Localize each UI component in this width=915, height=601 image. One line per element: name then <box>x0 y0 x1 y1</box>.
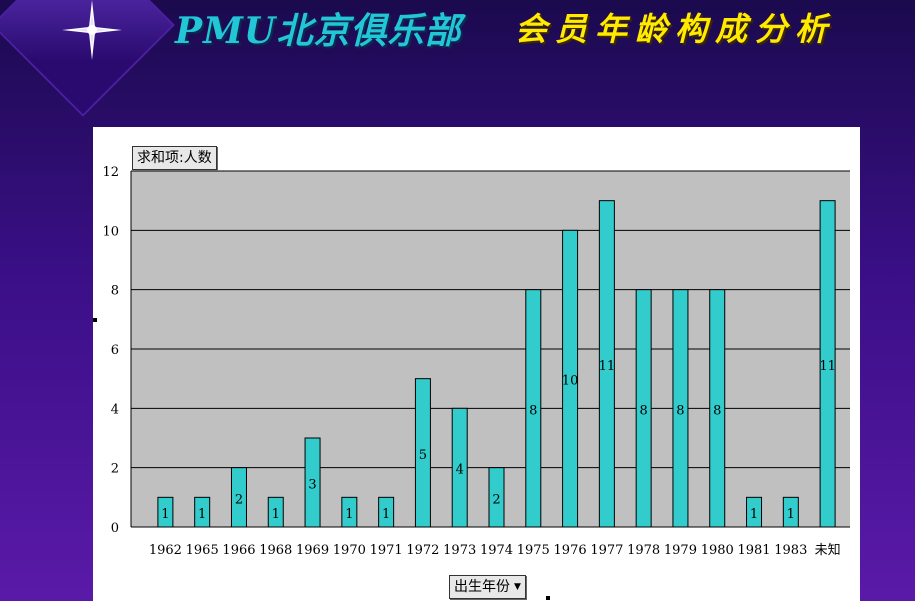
x-tick-label: 1965 <box>186 543 219 558</box>
bar <box>267 496 284 528</box>
x-tick-label: 1974 <box>480 543 513 558</box>
x-tick-label: 1969 <box>296 543 329 558</box>
data-label: 1 <box>345 507 353 522</box>
page-title-club: PMU北京俱乐部 <box>175 10 462 52</box>
data-label: 1 <box>787 507 795 522</box>
data-label: 5 <box>419 448 427 463</box>
bar <box>525 289 542 528</box>
y-tick-label: 6 <box>111 343 119 358</box>
x-tick-label: 1976 <box>554 543 587 558</box>
data-label: 3 <box>308 478 316 493</box>
bar <box>488 467 505 528</box>
category-field-dropdown[interactable]: 出生年份 ▼ <box>449 575 526 599</box>
x-tick-label: 1971 <box>370 543 403 558</box>
bar <box>598 200 615 528</box>
bar <box>562 229 579 528</box>
x-tick-label: 1968 <box>259 543 292 558</box>
data-label: 1 <box>272 507 280 522</box>
bar <box>819 200 836 528</box>
bar <box>230 467 247 528</box>
bar <box>635 289 652 528</box>
data-label: 1 <box>750 507 758 522</box>
data-label: 1 <box>382 507 390 522</box>
data-label: 8 <box>529 403 537 418</box>
y-tick-label: 8 <box>111 284 119 299</box>
x-tick-label: 1979 <box>664 543 697 558</box>
data-label: 11 <box>819 359 836 374</box>
data-label: 1 <box>161 507 169 522</box>
data-label: 10 <box>562 374 579 389</box>
data-label: 8 <box>640 403 648 418</box>
data-label: 2 <box>492 492 500 507</box>
dropdown-arrow-icon: ▼ <box>514 582 521 592</box>
y-tick-label: 0 <box>111 521 119 536</box>
y-tick-label: 4 <box>111 402 119 417</box>
data-label: 2 <box>235 492 243 507</box>
x-tick-label: 1978 <box>627 543 660 558</box>
y-tick-label: 12 <box>102 165 119 180</box>
bar <box>157 496 174 528</box>
data-label: 11 <box>599 359 616 374</box>
bar <box>414 378 431 528</box>
x-tick-label: 1981 <box>737 543 770 558</box>
bar <box>304 437 321 528</box>
data-label: 4 <box>456 463 464 478</box>
selection-handle <box>93 318 97 322</box>
bar <box>378 496 395 528</box>
bar <box>194 496 211 528</box>
bar <box>709 289 726 528</box>
x-tick-label: 1975 <box>517 543 550 558</box>
selection-handle <box>546 596 550 600</box>
x-tick-label: 1966 <box>222 543 255 558</box>
bar <box>341 496 358 528</box>
x-tick-label: 1970 <box>333 543 366 558</box>
x-tick-label: 1973 <box>443 543 476 558</box>
data-field-button[interactable]: 求和项:人数 <box>132 146 217 170</box>
bar <box>451 407 468 528</box>
x-tick-label: 1972 <box>406 543 439 558</box>
bar <box>746 496 763 528</box>
category-field-label: 出生年份 <box>454 579 510 595</box>
x-tick-label: 1983 <box>774 543 807 558</box>
y-tick-label: 2 <box>111 462 119 477</box>
x-tick-label: 未知 <box>815 542 841 558</box>
page-title-analysis: 会员年龄构成分析 <box>515 10 836 48</box>
bar <box>782 496 799 528</box>
x-tick-label: 1962 <box>149 543 182 558</box>
sparkle-star-icon <box>62 0 122 60</box>
data-label: 1 <box>198 507 206 522</box>
x-tick-label: 1977 <box>590 543 623 558</box>
x-tick-label: 1980 <box>701 543 734 558</box>
bar <box>672 289 689 528</box>
y-tick-label: 10 <box>102 224 119 239</box>
data-label: 8 <box>713 403 721 418</box>
data-label: 8 <box>676 403 684 418</box>
